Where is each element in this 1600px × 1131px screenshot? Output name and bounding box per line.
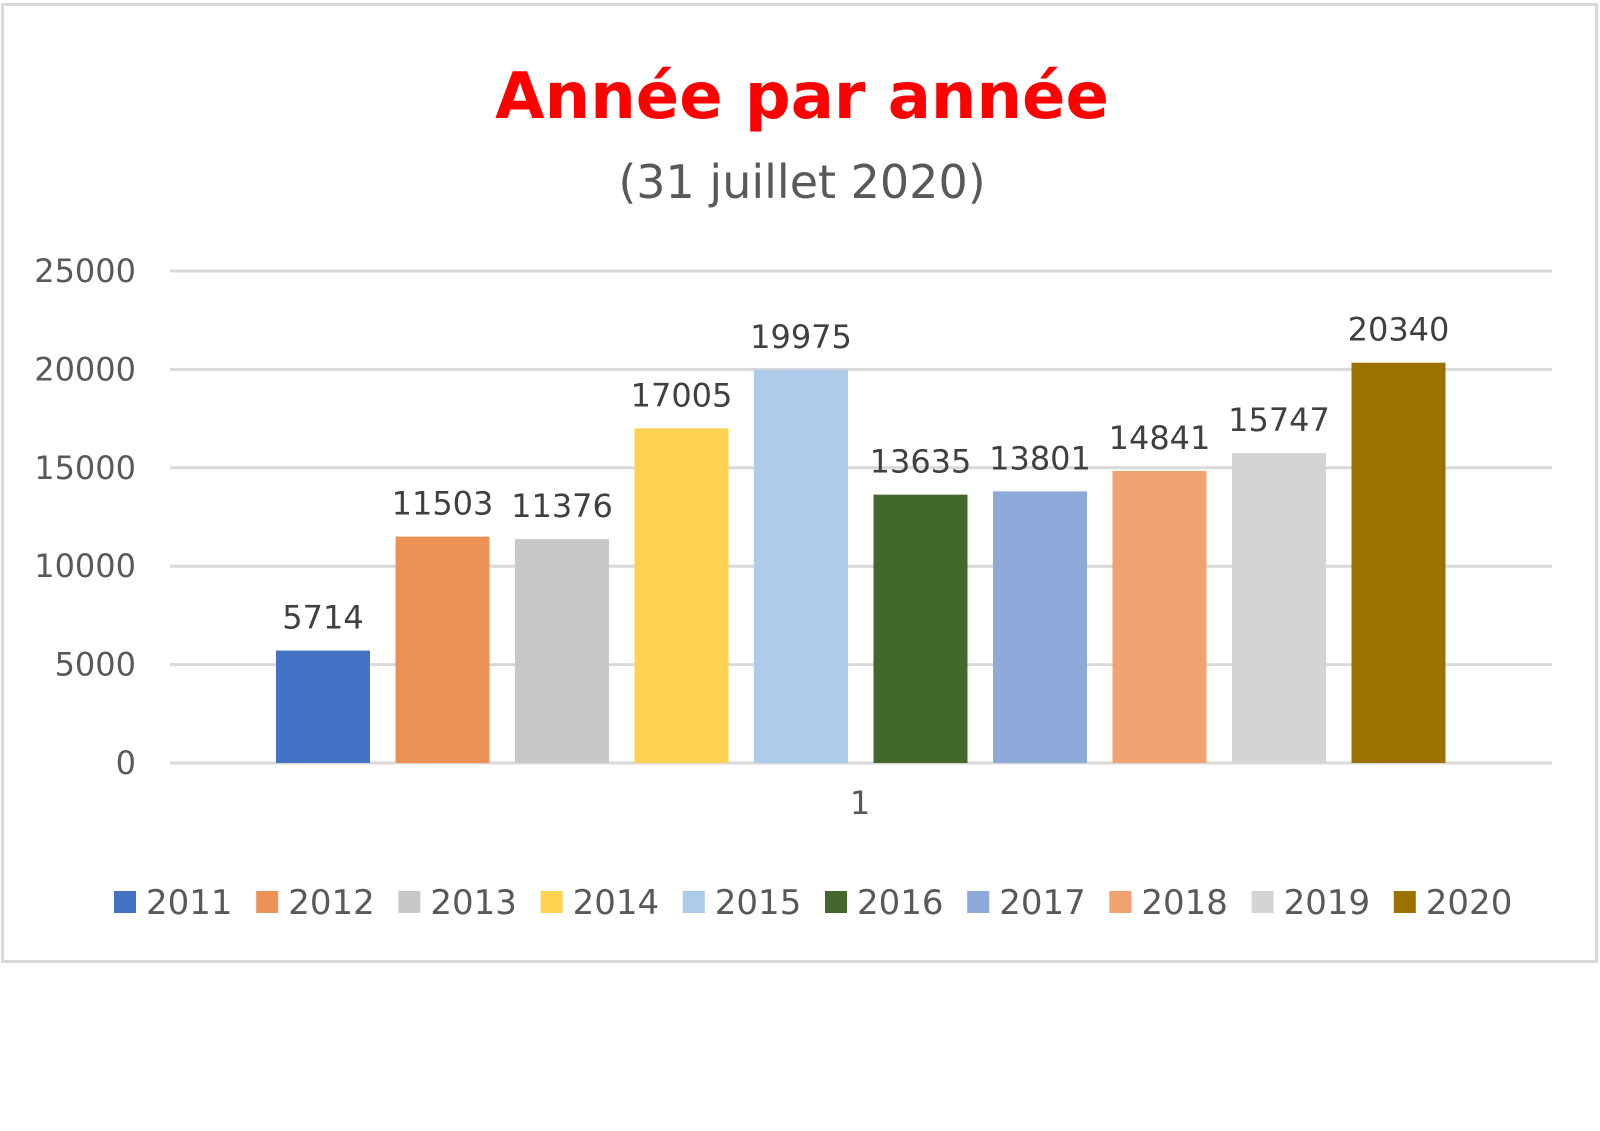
- legend-swatch-2018: [1109, 891, 1132, 913]
- data-labels: 5714 11503 11376 17005 19975 13635 13801 14841 1…: [282, 311, 1449, 637]
- y-tick-label: 0: [116, 744, 136, 782]
- data-label-2017: 13801: [989, 439, 1091, 477]
- legend-swatch-2011: [114, 891, 136, 913]
- legend-label-2019: 2019: [1284, 883, 1371, 923]
- data-label-2016: 13635: [870, 443, 972, 481]
- legend-swatch-2016: [825, 891, 847, 913]
- legend-label-2016: 2016: [857, 883, 944, 923]
- chart-title: Année par année: [495, 60, 1109, 134]
- y-axis-ticks: 0 5000 10000 15000 20000 25000: [34, 252, 136, 782]
- legend-swatch-2019: [1251, 891, 1274, 913]
- legend-label-2011: 2011: [146, 883, 233, 923]
- chart-subtitle: (31 juillet 2020): [618, 155, 985, 209]
- bar-chart: Année par année (31 juillet 2020) 0 5000 1…: [34, 60, 1552, 923]
- data-label-2011: 5714: [282, 599, 363, 637]
- legend-label-2017: 2017: [999, 883, 1086, 923]
- bar-2011: [276, 650, 370, 763]
- y-tick-label: 20000: [34, 350, 136, 388]
- legend-swatch-2013: [398, 891, 421, 913]
- data-label-2019: 15747: [1228, 401, 1330, 439]
- x-category-label: 1: [850, 784, 870, 822]
- bar-2020: [1351, 362, 1446, 763]
- legend: 2011 2012 2013 2014 2015 2016 2017 2018 2019 2020: [114, 883, 1512, 923]
- legend-label-2013: 2013: [430, 883, 517, 923]
- y-tick-label: 5000: [55, 646, 136, 684]
- legend-swatch-2012: [256, 891, 279, 913]
- y-tick-label: 15000: [34, 449, 136, 487]
- legend-swatch-2014: [540, 891, 563, 913]
- gridlines: [170, 269, 1552, 765]
- chart-frame: Année par année (31 juillet 2020) 0 5000 1…: [1, 3, 1598, 963]
- legend-label-2012: 2012: [288, 883, 375, 923]
- bars: [276, 362, 1446, 763]
- y-tick-label: 10000: [34, 547, 136, 585]
- bar-2014: [634, 428, 729, 763]
- legend-label-2015: 2015: [715, 883, 802, 923]
- legend-label-2018: 2018: [1141, 883, 1228, 923]
- data-label-2020: 20340: [1348, 311, 1450, 349]
- bar-2012: [395, 536, 490, 763]
- data-label-2015: 19975: [750, 318, 852, 356]
- data-label-2014: 17005: [631, 376, 733, 414]
- bar-2016: [873, 494, 968, 763]
- legend-swatch-2015: [682, 891, 705, 913]
- data-label-2018: 14841: [1109, 419, 1211, 457]
- bar-2017: [993, 491, 1087, 763]
- legend-swatch-2020: [1393, 891, 1416, 913]
- bar-2019: [1232, 453, 1326, 763]
- bar-2018: [1112, 470, 1207, 763]
- data-label-2012: 11503: [392, 485, 494, 523]
- legend-label-2014: 2014: [573, 883, 660, 923]
- bar-2015: [754, 369, 848, 763]
- data-label-2013: 11376: [511, 487, 613, 525]
- legend-label-2020: 2020: [1426, 883, 1513, 923]
- legend-swatch-2017: [967, 891, 990, 913]
- bar-2013: [515, 539, 609, 763]
- y-tick-label: 25000: [34, 252, 136, 290]
